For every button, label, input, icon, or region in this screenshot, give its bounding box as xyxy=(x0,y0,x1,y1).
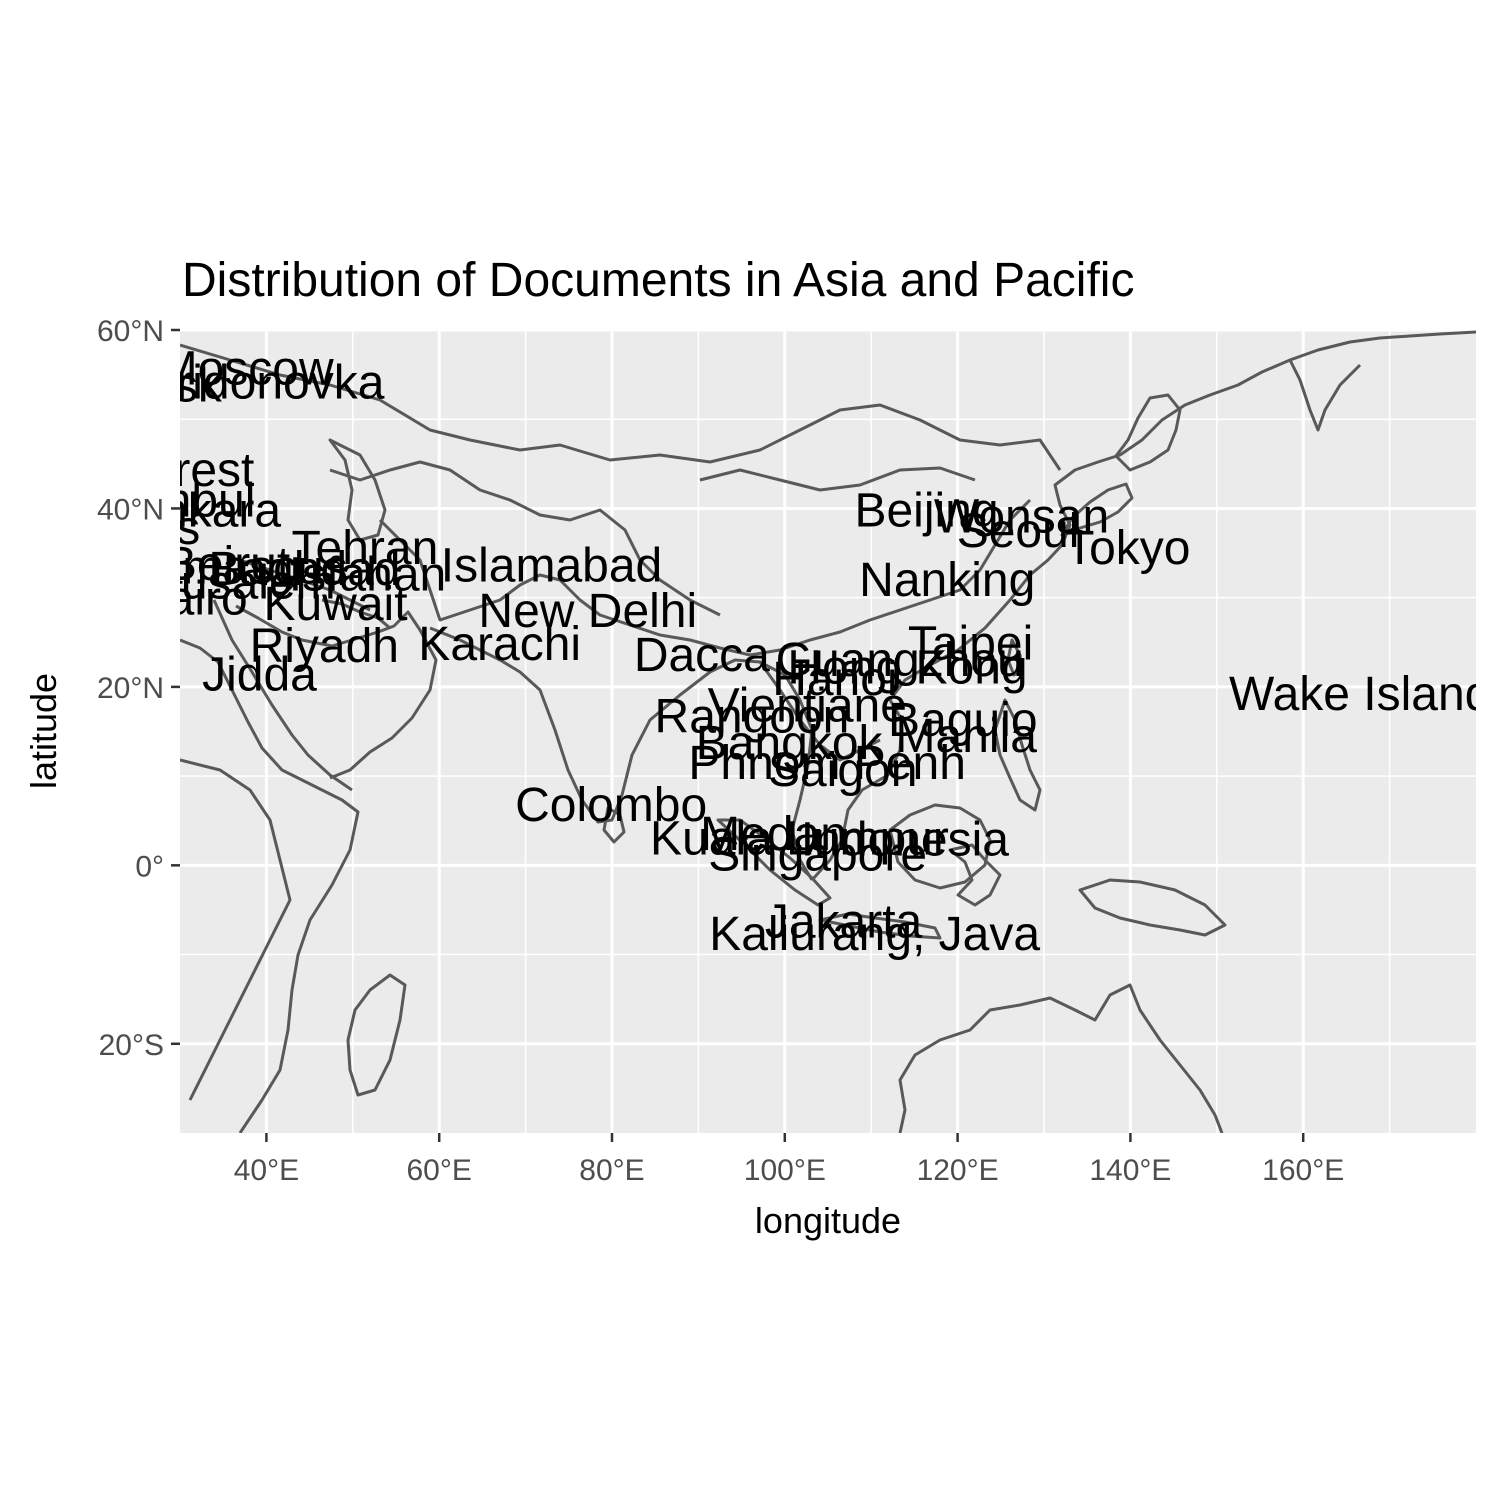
coastline-sulawesi xyxy=(948,843,1002,907)
coastline-philippines xyxy=(993,698,1042,812)
city-label: Jerusalem xyxy=(114,557,335,610)
gridlines xyxy=(180,330,1476,1133)
y-tick-label: 0° xyxy=(135,850,164,883)
city-label: Baguio xyxy=(888,694,1037,747)
city-label: Minsk xyxy=(97,359,223,412)
coastline-arabia xyxy=(235,604,438,780)
x-tick-label: 100°E xyxy=(744,1154,826,1187)
city-label: Tehran xyxy=(292,522,439,575)
coastline-southeast-asia xyxy=(810,330,1476,882)
coastline-java xyxy=(818,912,942,940)
city-label: Indonesia xyxy=(801,814,1009,867)
city-label: Phnom Penh xyxy=(688,737,966,790)
coastline-japan-south xyxy=(1060,482,1134,537)
y-tick-label: 20°N xyxy=(97,672,164,705)
city-label: Singapore xyxy=(708,829,927,882)
city-label: Kuala Lumpur xyxy=(650,813,949,866)
coastline-africa xyxy=(180,638,360,1133)
city-label: Karachi xyxy=(418,618,581,671)
city-label: Guangzhou xyxy=(776,634,1024,687)
x-tick-label: 140°E xyxy=(1089,1154,1171,1187)
city-label: Riyadh xyxy=(250,620,399,673)
city-label: Athens xyxy=(51,502,200,555)
city-label: Vientiane xyxy=(708,680,907,733)
city-label: Wake Island xyxy=(1229,668,1491,721)
city-label: Saigon xyxy=(768,744,917,797)
y-axis-title: latitude xyxy=(23,673,64,789)
city-label: Isfahan xyxy=(289,549,446,602)
y-axis: 60°N 40°N 20°N 0° 20°S xyxy=(97,315,180,1062)
city-label: Ankara xyxy=(129,484,281,537)
city-label: Bucharest xyxy=(38,444,254,497)
city-label: Islamabad xyxy=(441,540,662,593)
city-label: Rangoon xyxy=(655,690,850,743)
coastline-madagascar xyxy=(346,973,407,1097)
city-label: Manila xyxy=(896,710,1038,763)
city-label: Istanbul xyxy=(87,475,255,528)
border-china-india xyxy=(558,578,751,657)
city-label: Bangkok xyxy=(696,717,884,770)
y-tick-label: 60°N xyxy=(97,315,164,348)
city-label: Wonsan xyxy=(934,491,1109,544)
coastline-australia xyxy=(898,983,1224,1133)
city-label: Hanoi xyxy=(772,653,897,706)
coastline-japan xyxy=(1114,393,1182,472)
city-label: Damascus xyxy=(121,541,348,594)
chart-title: Distribution of Documents in Asia and Pa… xyxy=(182,254,1134,307)
coastline-persian-gulf xyxy=(321,598,391,630)
border-middle-east xyxy=(239,558,371,612)
x-axis-title: longitude xyxy=(755,1200,901,1241)
coastline-red-sea xyxy=(212,599,353,792)
coastline-taiwan xyxy=(1006,638,1024,677)
city-label: Kaliurang, Java xyxy=(709,908,1040,961)
city-label: Cairo xyxy=(133,573,248,626)
city-label: Baghdad xyxy=(208,543,400,596)
city-label: Kuwait xyxy=(263,578,407,631)
city-label: Beijing xyxy=(854,484,998,537)
city-label: Seoul xyxy=(957,505,1080,558)
coastline-kamchatka xyxy=(1288,359,1362,432)
x-tick-label: 120°E xyxy=(917,1154,999,1187)
city-label: Nanking xyxy=(859,554,1035,607)
city-label: Medan xyxy=(700,808,847,861)
city-label: Jidda xyxy=(202,649,317,702)
border-mongolia xyxy=(699,466,976,492)
coastline-sumatra xyxy=(716,818,832,907)
city-label: Beirut xyxy=(165,538,290,591)
basemap-outlines xyxy=(180,330,1476,1133)
coastline-south-asia xyxy=(429,626,814,881)
x-tick-label: 80°E xyxy=(579,1154,644,1187)
border-central-asia xyxy=(329,460,721,617)
city-label: Taipei xyxy=(908,617,1033,670)
x-tick-label: 40°E xyxy=(234,1154,299,1187)
coastline-sri-lanka xyxy=(602,806,626,844)
city-label: Tokyo xyxy=(1065,522,1190,575)
city-label: Dacca xyxy=(634,629,770,682)
coastline-borneo xyxy=(888,803,992,890)
border-caspian xyxy=(328,438,387,542)
border-russia-south xyxy=(180,343,1062,471)
y-tick-label: 20°S xyxy=(99,1029,164,1062)
y-tick-label: 40°N xyxy=(97,493,164,526)
x-tick-label: 160°E xyxy=(1262,1154,1344,1187)
border-africa-interior xyxy=(180,758,292,1101)
border-china-east xyxy=(749,498,1032,657)
city-label: Jakarta xyxy=(765,896,923,949)
city-label: Hong Kong xyxy=(787,641,1027,694)
plot-panel xyxy=(180,330,1476,1133)
border-iran-afghanistan xyxy=(378,518,561,622)
city-label: Colombo xyxy=(515,779,707,832)
city-label: Moscow xyxy=(158,342,334,395)
border-indochina xyxy=(758,661,881,762)
x-axis: 40°E 60°E 80°E 100°E 120°E 140°E 160°E xyxy=(234,1133,1344,1187)
city-label: Spiridonovka xyxy=(107,357,385,410)
city-label: New Delhi xyxy=(478,585,697,638)
coastline-new-guinea xyxy=(1078,878,1227,937)
x-tick-label: 60°E xyxy=(407,1154,472,1187)
